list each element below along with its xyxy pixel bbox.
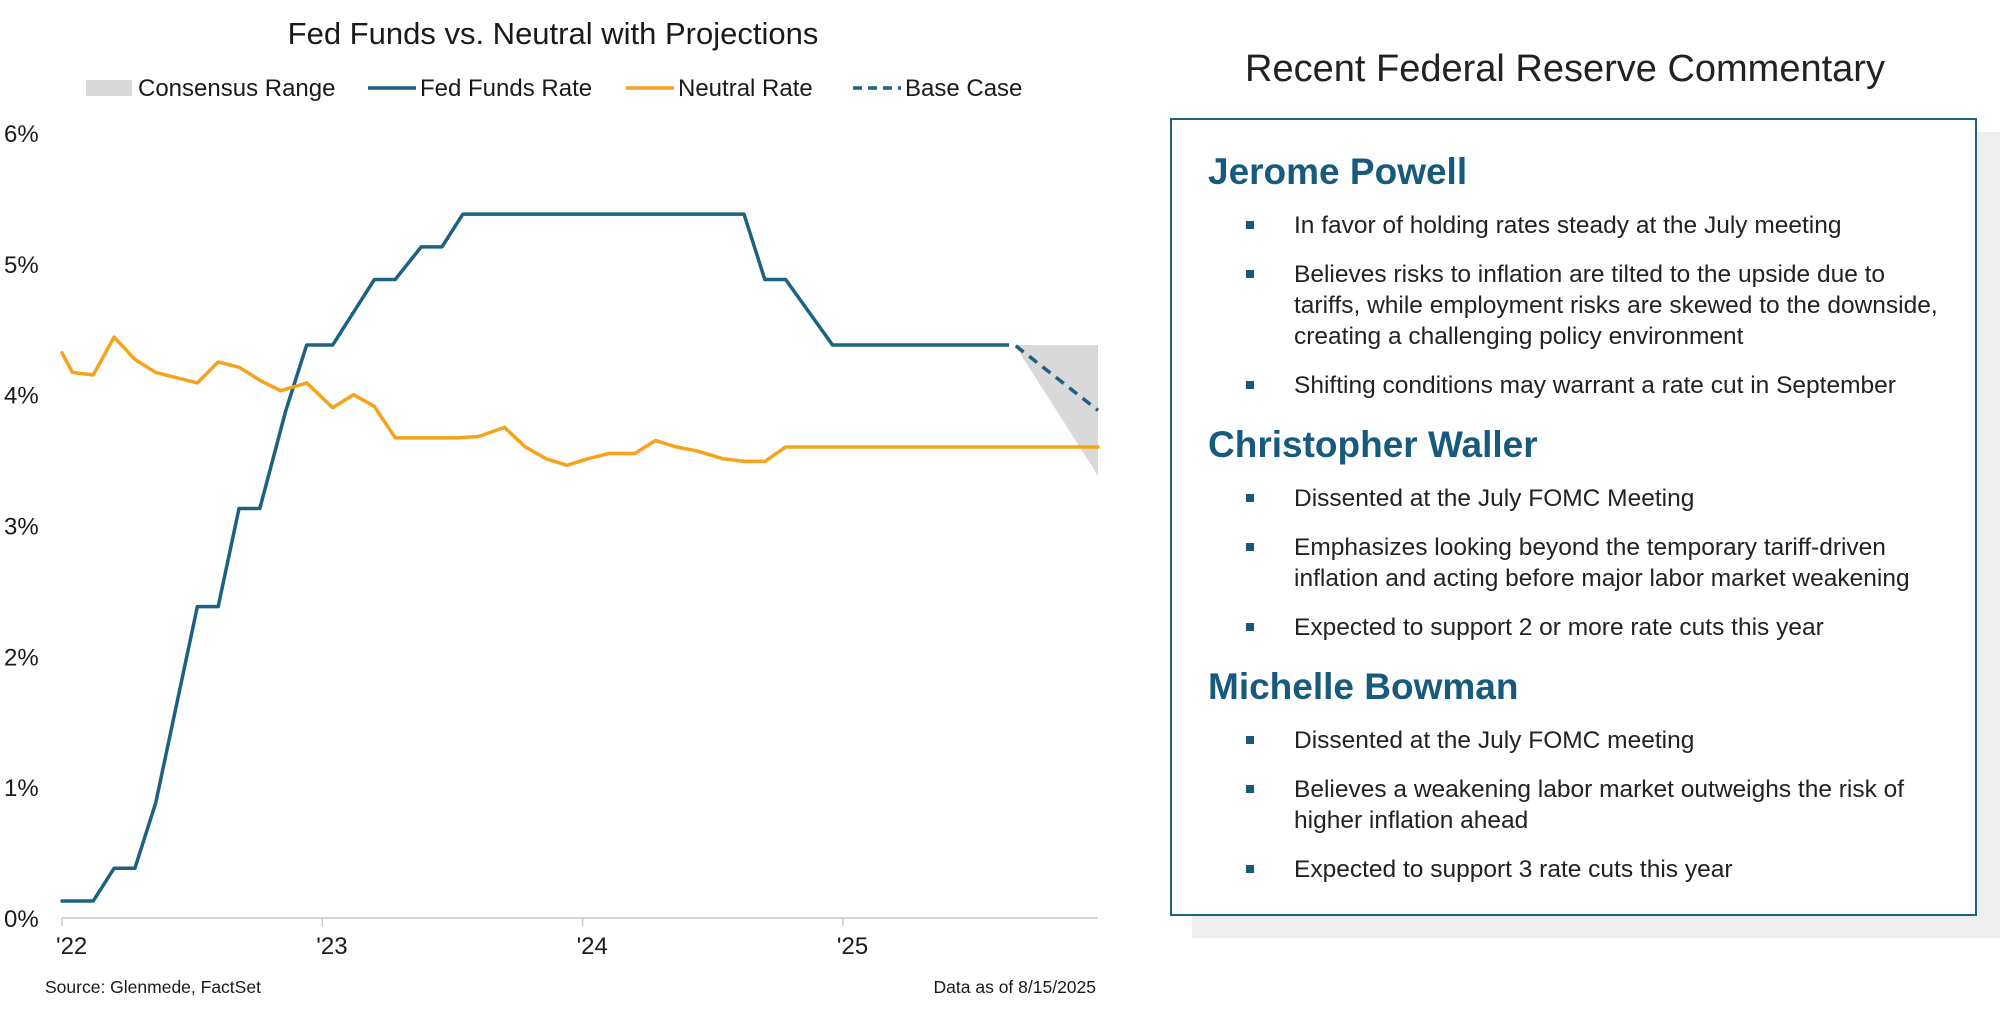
square-bullet-icon: [1246, 221, 1254, 229]
speaker-section: Christopher Waller Dissented at the July …: [1208, 423, 1955, 661]
legend-label: Neutral Rate: [678, 75, 813, 102]
speaker-name: Christopher Waller: [1208, 424, 1538, 465]
y-axis: 0% 1% 2% 3% 4% 5% 6%: [4, 121, 39, 933]
source-note: Source: Glenmede, FactSet: [45, 977, 261, 997]
commentary-point: In favor of holding rates steady at the …: [1208, 210, 1955, 241]
speaker-points: Dissented at the July FOMC Meeting Emphas…: [1208, 483, 1955, 643]
point-text: Expected to support 3 rate cuts this yea…: [1294, 856, 1733, 883]
point-text: Believes risks to inflation are tilted t…: [1294, 261, 1938, 350]
speaker-points: Dissented at the July FOMC meeting Believ…: [1208, 725, 1955, 885]
speaker-section: Jerome Powell In favor of holding rates s…: [1208, 150, 1955, 419]
x-tick-label: '24: [577, 933, 608, 960]
chart-title: Fed Funds vs. Neutral with Projections: [288, 16, 819, 51]
series-line-base-case: [999, 343, 1100, 412]
point-text: In favor of holding rates steady at the …: [1294, 212, 1842, 239]
commentary-point: Believes risks to inflation are tilted t…: [1208, 259, 1955, 352]
commentary-point: Shifting conditions may warrant a rate c…: [1208, 370, 1955, 401]
y-tick-label: 0%: [4, 906, 39, 933]
commentary-point: Dissented at the July FOMC meeting: [1208, 725, 1955, 756]
commentary-point: Expected to support 2 or more rate cuts …: [1208, 612, 1955, 643]
y-tick-label: 5%: [4, 252, 39, 279]
y-tick-label: 6%: [4, 121, 39, 148]
consensus-range-area: [999, 344, 1098, 476]
speaker-name: Jerome Powell: [1208, 151, 1468, 192]
y-tick-label: 4%: [4, 383, 39, 410]
commentary-point: Dissented at the July FOMC Meeting: [1208, 483, 1955, 514]
square-bullet-icon: [1246, 865, 1254, 873]
point-text: Dissented at the July FOMC Meeting: [1294, 485, 1695, 512]
series-line-fed-funds-rate: [60, 212, 1001, 903]
square-bullet-icon: [1246, 736, 1254, 744]
date-note: Data as of 8/15/2025: [934, 977, 1096, 997]
speaker-section: Michelle Bowman Dissented at the July FOM…: [1208, 665, 1955, 903]
x-axis: '22 '23 '24 '25: [56, 917, 1098, 960]
plot-area: [60, 212, 1100, 903]
point-text: Expected to support 2 or more rate cuts …: [1294, 614, 1824, 641]
square-bullet-icon: [1246, 270, 1254, 278]
square-bullet-icon: [1246, 543, 1254, 551]
point-text: Dissented at the July FOMC meeting: [1294, 727, 1695, 754]
x-tick-label: '25: [837, 933, 868, 960]
point-text: Emphasizes looking beyond the temporary …: [1294, 534, 1910, 592]
legend-label: Fed Funds Rate: [420, 75, 592, 102]
square-bullet-icon: [1246, 494, 1254, 502]
commentary-panel: Jerome Powell In favor of holding rates s…: [1170, 118, 1977, 916]
commentary-point: Believes a weakening labor market outwei…: [1208, 774, 1955, 836]
square-bullet-icon: [1246, 623, 1254, 631]
legend-swatch-consensus-range: [86, 80, 132, 96]
series-line-neutral-rate: [60, 335, 1100, 468]
y-tick-label: 1%: [4, 775, 39, 802]
commentary-title: Recent Federal Reserve Commentary: [1245, 48, 1885, 90]
point-text: Believes a weakening labor market outwei…: [1294, 776, 1905, 834]
square-bullet-icon: [1246, 381, 1254, 389]
rates-chart: Fed Funds vs. Neutral with Projections C…: [4, 16, 1100, 997]
point-text: Shifting conditions may warrant a rate c…: [1294, 372, 1896, 399]
y-tick-label: 2%: [4, 644, 39, 671]
commentary-point: Emphasizes looking beyond the temporary …: [1208, 532, 1955, 594]
x-tick-label: '23: [316, 933, 347, 960]
commentary-point: Expected to support 3 rate cuts this yea…: [1208, 854, 1955, 885]
speaker-points: In favor of holding rates steady at the …: [1208, 210, 1955, 401]
chart-legend: Consensus Range Fed Funds Rate Neutral Rat…: [86, 75, 1022, 102]
speaker-name: Michelle Bowman: [1208, 666, 1519, 707]
x-tick-label: '22: [56, 933, 87, 960]
legend-label: Consensus Range: [138, 75, 335, 102]
legend-label: Base Case: [905, 75, 1022, 102]
square-bullet-icon: [1246, 785, 1254, 793]
y-tick-label: 3%: [4, 514, 39, 541]
